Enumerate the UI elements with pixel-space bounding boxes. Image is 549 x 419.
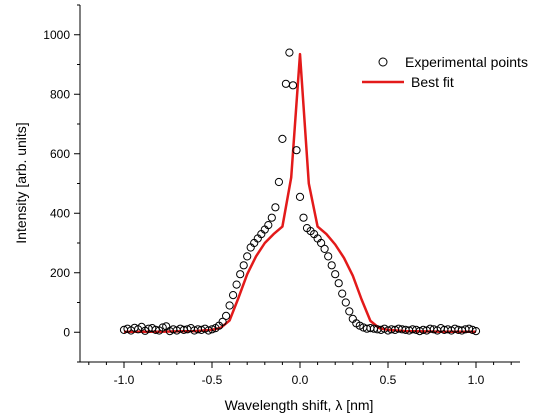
experimental-point <box>288 81 298 90</box>
x-tick-label: 0.0 <box>292 373 309 387</box>
experimental-point <box>278 134 287 143</box>
experimental-point <box>338 289 347 298</box>
experimental-point <box>295 192 305 201</box>
experimental-point <box>324 252 333 261</box>
y-tick-label: 800 <box>50 87 70 101</box>
experimental-point <box>239 261 248 270</box>
experimental-point <box>151 325 160 334</box>
legend-label-experimental: Experimental points <box>405 54 528 70</box>
legend-marker-experimental <box>378 57 388 67</box>
experimental-point <box>464 324 474 333</box>
experimental-point <box>218 317 227 326</box>
experimental-point <box>299 213 308 222</box>
experimental-point <box>334 279 343 288</box>
experimental-point <box>229 291 238 300</box>
experimental-point <box>292 146 301 155</box>
experimental-point <box>317 238 326 248</box>
y-axis-title: Intensity [arb. units] <box>13 122 29 243</box>
experimental-point <box>222 311 231 320</box>
experimental-point <box>285 48 294 57</box>
experimental-point <box>331 270 340 279</box>
experimental-point <box>232 280 241 289</box>
experimental-point <box>471 327 481 336</box>
y-tick-label: 1000 <box>43 28 70 42</box>
y-tick-label: 600 <box>50 147 70 161</box>
y-ticks: 0 200 400 600 800 1000 <box>43 4 80 363</box>
x-tick-label: -0.5 <box>202 373 223 387</box>
experimental-point <box>345 307 354 316</box>
experimental-point <box>225 301 234 310</box>
legend: Experimental points Best fit <box>362 54 528 90</box>
x-tick-label: 0.5 <box>380 373 397 387</box>
x-axis-title: Wavelength shift, λ [nm] <box>225 397 374 413</box>
experimental-point <box>207 325 217 334</box>
y-tick-label: 400 <box>50 206 70 220</box>
experimental-point <box>204 326 213 335</box>
x-ticks: -1.0 -0.5 0.0 0.5 1.0 <box>88 362 512 387</box>
experimental-point <box>274 177 283 187</box>
experimental-point <box>267 213 276 222</box>
experimental-point <box>236 270 245 279</box>
plot-area <box>119 48 481 336</box>
y-tick-label: 0 <box>63 325 70 339</box>
experimental-point <box>264 221 273 230</box>
experimental-point <box>158 323 167 332</box>
x-tick-label: -1.0 <box>114 373 135 387</box>
experimental-point <box>271 203 280 212</box>
experimental-point <box>320 244 329 253</box>
experimental-point <box>468 325 477 334</box>
experimental-point <box>341 298 350 307</box>
y-tick-label: 200 <box>50 266 70 280</box>
experimental-point <box>243 252 252 261</box>
legend-label-best-fit: Best fit <box>411 74 454 90</box>
experimental-point <box>327 261 336 270</box>
x-tick-label: 1.0 <box>468 373 485 387</box>
